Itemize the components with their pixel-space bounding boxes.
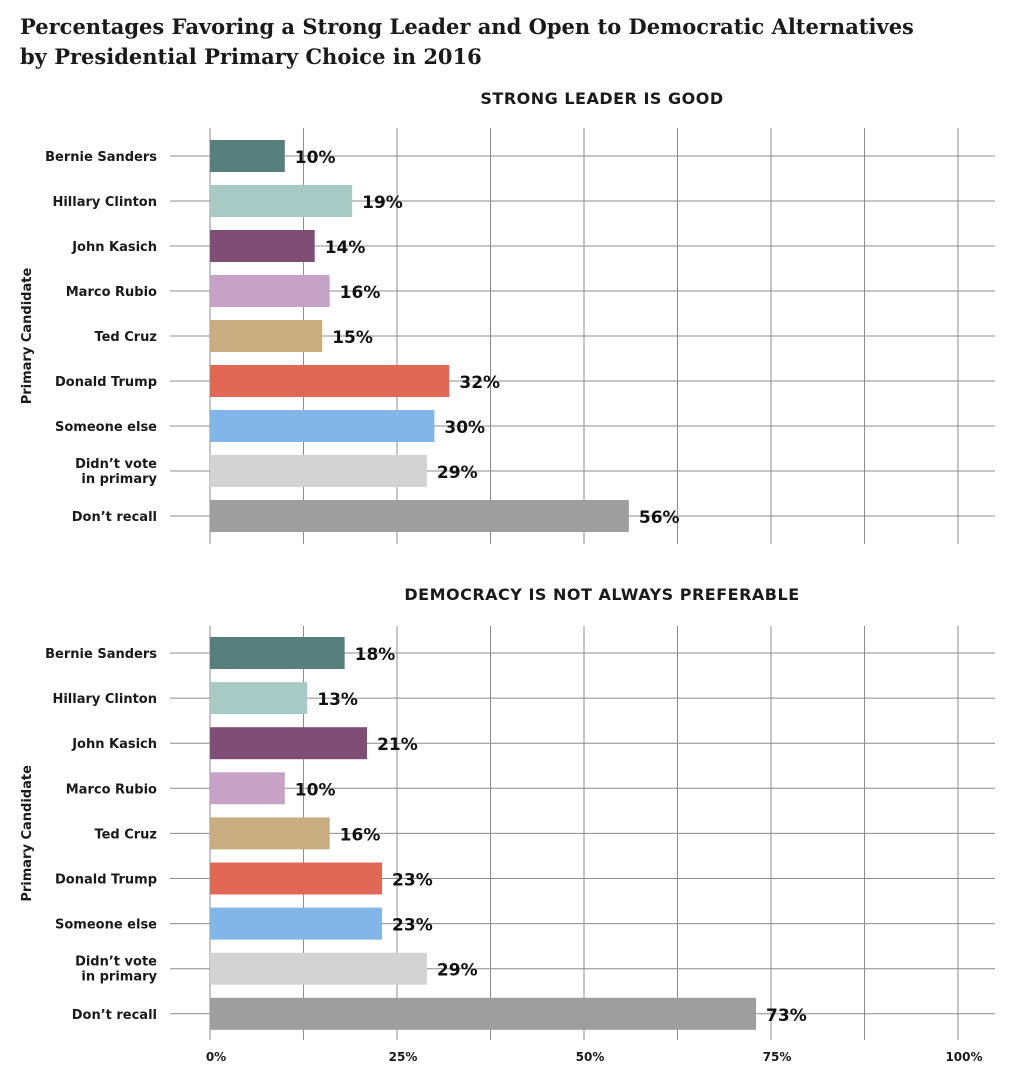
category-label: Someone else [55, 918, 157, 933]
bar-1-9 [210, 500, 629, 532]
bar-2-7 [210, 907, 383, 940]
bar-1-4 [210, 275, 330, 307]
y-axis-label-2: Primary Candidate [20, 765, 35, 902]
category-label: Don’t recall [72, 510, 157, 525]
category-label: John Kasich [71, 737, 157, 752]
category-label: Ted Cruz [94, 330, 157, 345]
category-label: Hillary Clinton [52, 692, 157, 707]
category-label: Donald Trump [55, 375, 157, 390]
panel-title-2: DEMOCRACY IS NOT ALWAYS PREFERABLE [404, 585, 799, 604]
data-label: 19% [362, 193, 403, 213]
category-label: Didn’t vote in primary [75, 457, 157, 487]
data-label: 29% [437, 463, 478, 483]
chart-title-line-2: by Presidential Primary Choice in 2016 [20, 44, 482, 69]
category-label: Didn’t vote in primary [75, 955, 157, 985]
category-label: Bernie Sanders [45, 150, 157, 165]
data-label: 10% [295, 148, 336, 168]
data-label: 10% [295, 780, 336, 800]
data-label: 18% [355, 645, 396, 665]
bar-2-8 [210, 952, 427, 985]
chart-title: Percentages Favoring a Strong Leader and… [20, 12, 980, 72]
bar-2-5 [210, 817, 330, 850]
data-label: 23% [392, 871, 433, 891]
data-label: 73% [766, 1006, 807, 1026]
bar-2-3 [210, 727, 368, 760]
y-axis-label-1: Primary Candidate [20, 268, 35, 405]
bar-2-1 [210, 637, 345, 669]
bar-1-1 [210, 140, 285, 172]
bar-1-6 [210, 365, 450, 397]
category-label: Ted Cruz [94, 827, 157, 842]
bar-2-6 [210, 862, 383, 895]
data-label: 21% [377, 735, 418, 755]
bar-1-3 [210, 230, 315, 262]
data-label: 13% [317, 690, 358, 710]
data-label: 30% [444, 418, 485, 438]
category-label: Don’t recall [72, 1008, 157, 1023]
bar-1-8 [210, 455, 427, 487]
x-tick-label: 0% [206, 1050, 226, 1064]
x-tick-label: 100% [945, 1050, 982, 1064]
category-label: Bernie Sanders [45, 647, 157, 662]
bar-1-7 [210, 410, 435, 442]
bar-2-2 [210, 682, 308, 715]
panel-title-1: STRONG LEADER IS GOOD [480, 89, 723, 108]
data-label: 32% [459, 373, 500, 393]
category-label: Someone else [55, 420, 157, 435]
x-tick-label: 25% [389, 1050, 418, 1064]
data-label: 16% [340, 283, 381, 303]
category-label: Hillary Clinton [52, 195, 157, 210]
chart-title-line-1: Percentages Favoring a Strong Leader and… [20, 14, 914, 39]
category-label: Marco Rubio [66, 782, 157, 797]
bar-1-5 [210, 320, 323, 352]
category-label: John Kasich [71, 240, 157, 255]
data-label: 23% [392, 916, 433, 936]
data-label: 15% [332, 328, 373, 348]
x-tick-label: 50% [576, 1050, 605, 1064]
bar-2-9 [210, 997, 757, 1030]
data-label: 16% [340, 825, 381, 845]
bar-2-4 [210, 772, 285, 805]
data-label: 56% [639, 508, 680, 528]
x-tick-label: 75% [763, 1050, 792, 1064]
data-label: 29% [437, 961, 478, 981]
category-label: Marco Rubio [66, 285, 157, 300]
bar-1-2 [210, 185, 353, 217]
category-label: Donald Trump [55, 873, 157, 888]
data-label: 14% [325, 238, 366, 258]
